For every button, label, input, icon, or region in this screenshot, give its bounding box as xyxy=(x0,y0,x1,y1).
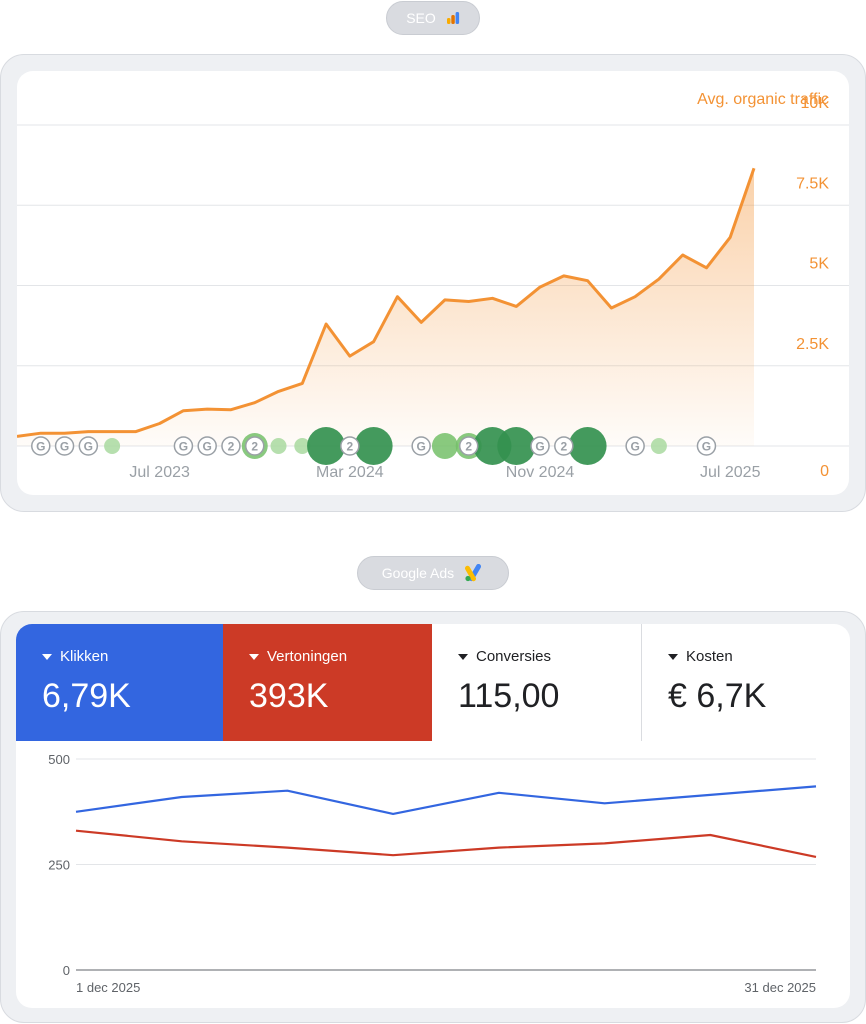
caret-down-icon xyxy=(458,653,468,660)
google-update-icon[interactable]: G xyxy=(197,436,217,456)
seo-event-dot[interactable] xyxy=(294,438,311,454)
svg-text:G: G xyxy=(535,440,544,454)
svg-text:G: G xyxy=(203,440,212,454)
svg-text:G: G xyxy=(630,440,639,454)
google-update-icon[interactable]: G xyxy=(54,436,75,456)
svg-text:2: 2 xyxy=(560,440,567,454)
seo-series-label: Avg. organic traffic xyxy=(697,91,829,108)
metric-conversions-label: Conversies xyxy=(476,648,552,665)
seo-event-dot[interactable] xyxy=(307,427,346,465)
seo-x-tick: Mar 2024 xyxy=(316,464,384,481)
seo-event-dot[interactable] xyxy=(497,427,536,465)
seo-y-tick: 7.5K xyxy=(796,175,829,192)
ads-y-tick: 500 xyxy=(48,752,70,767)
caret-down-icon xyxy=(668,653,678,660)
ads-y-tick: 0 xyxy=(63,963,70,978)
event-count-badge[interactable]: 2 xyxy=(221,436,241,456)
metric-clicks-value: 6,79K xyxy=(42,677,131,715)
event-count-badge[interactable]: 2 xyxy=(244,436,265,456)
svg-text:2: 2 xyxy=(465,440,472,454)
seo-x-tick: Nov 2024 xyxy=(506,464,575,481)
google-update-icon[interactable]: G xyxy=(78,436,99,456)
ads-x-label-end: 31 dec 2025 xyxy=(744,980,816,995)
seo-event-dot[interactable] xyxy=(270,438,287,454)
seo-traffic-line xyxy=(17,167,756,438)
seo-y-tick: 0 xyxy=(820,463,829,480)
google-update-icon[interactable]: G xyxy=(530,436,550,456)
svg-text:G: G xyxy=(179,440,188,454)
metric-conversions-value: 115,00 xyxy=(458,677,560,715)
seo-section-pill: SEO xyxy=(386,1,480,35)
google-ads-section-pill: Google Ads xyxy=(357,556,509,590)
google-ads-icon xyxy=(465,564,482,582)
seo-chart-card: G G G G G 2 2 2 G 2 G 2 G G Jul 2023 Mar 2024 Nov 2024 J… xyxy=(17,71,849,495)
ads-x-label-start: 1 dec 2025 xyxy=(76,980,140,995)
analytics-icon xyxy=(446,12,459,24)
caret-down-icon xyxy=(42,653,52,660)
seo-event-dot[interactable] xyxy=(650,438,667,454)
metric-impressions[interactable]: Vertoningen 393K xyxy=(223,624,432,741)
ads-series-line xyxy=(75,829,817,858)
seo-event-dot[interactable] xyxy=(354,427,393,465)
event-count-badge[interactable]: 2 xyxy=(340,436,360,456)
google-update-icon[interactable]: G xyxy=(411,436,431,456)
google-update-icon[interactable]: G xyxy=(31,436,51,456)
svg-text:2: 2 xyxy=(346,440,353,454)
svg-text:2: 2 xyxy=(228,440,235,454)
event-count-badge[interactable]: 2 xyxy=(458,436,479,456)
metric-clicks-label: Klikken xyxy=(60,648,109,665)
svg-text:2: 2 xyxy=(251,440,258,454)
google-update-icon[interactable]: G xyxy=(696,436,717,456)
svg-text:G: G xyxy=(416,440,425,454)
metric-cost-value: € 6,7K xyxy=(668,677,767,715)
seo-traffic-chart: G G G G G 2 2 2 G 2 G 2 G G Jul 2023 Mar 2024 Nov 2024 J… xyxy=(17,91,849,481)
metric-cost[interactable]: Kosten € 6,7K xyxy=(642,624,850,741)
seo-traffic-area xyxy=(17,168,754,447)
metric-conversions[interactable]: Conversies 115,00 xyxy=(432,624,642,741)
google-update-icon[interactable]: G xyxy=(625,436,645,456)
google-ads-chart: 500 250 0 1 dec 2025 31 dec 2025 xyxy=(48,752,817,995)
ads-y-tick: 250 xyxy=(48,858,70,873)
google-ads-pill-label: Google Ads xyxy=(381,565,455,581)
seo-event-dot[interactable] xyxy=(104,438,121,454)
metric-cost-label: Kosten xyxy=(686,648,733,665)
metric-clicks[interactable]: Klikken 6,79K xyxy=(16,624,223,741)
svg-text:G: G xyxy=(84,440,93,454)
metric-impressions-value: 393K xyxy=(249,677,329,715)
svg-text:G: G xyxy=(60,440,69,454)
seo-y-tick: 10K xyxy=(801,95,830,112)
svg-text:G: G xyxy=(702,440,711,454)
seo-x-tick: Jul 2025 xyxy=(700,464,761,481)
google-ads-card: Klikken 6,79K Vertoningen 393K Conversie… xyxy=(16,624,850,1008)
metric-impressions-label: Vertoningen xyxy=(267,648,348,665)
google-update-icon[interactable]: G xyxy=(173,436,194,456)
ads-series-line xyxy=(75,785,817,815)
seo-x-tick: Jul 2023 xyxy=(129,464,190,481)
seo-y-tick: 5K xyxy=(809,256,829,273)
caret-down-icon xyxy=(249,653,259,660)
svg-text:G: G xyxy=(36,440,45,454)
event-count-badge[interactable]: 2 xyxy=(554,436,574,456)
seo-y-tick: 2.5K xyxy=(796,336,829,353)
seo-event-dot[interactable] xyxy=(431,433,458,459)
seo-pill-label: SEO xyxy=(406,10,436,26)
seo-event-dot[interactable] xyxy=(568,427,607,465)
